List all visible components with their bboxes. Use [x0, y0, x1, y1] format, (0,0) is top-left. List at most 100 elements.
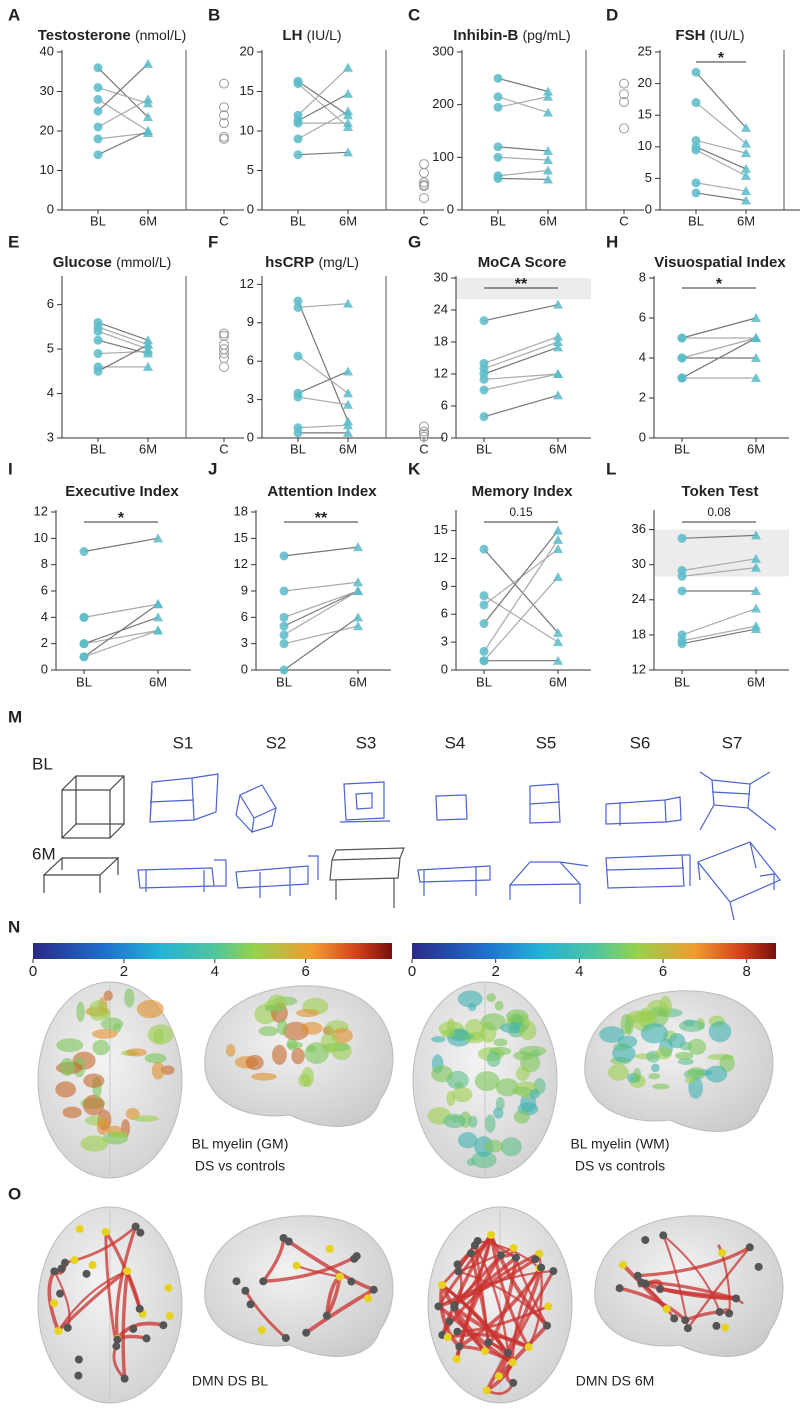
subject-label: S4 [445, 733, 466, 752]
pair-line [83, 537, 159, 553]
node [745, 1243, 754, 1252]
baseline-point [293, 302, 303, 312]
activation-blob [452, 1086, 473, 1103]
y-tick-label: 24 [434, 301, 448, 316]
activation-blob [500, 1137, 522, 1157]
control-point [219, 110, 229, 121]
baseline-point [691, 145, 701, 155]
followup-point [143, 94, 153, 104]
pair-line [283, 616, 359, 671]
y-tick-label: 0 [241, 661, 248, 676]
significance-label: * [718, 50, 725, 67]
baseline-point [279, 639, 289, 649]
connection [57, 1269, 128, 1332]
activation-blob [320, 1032, 339, 1054]
node [454, 1267, 463, 1276]
baseline-point [479, 544, 489, 554]
y-tick-label: 0 [247, 429, 254, 444]
control-point [219, 78, 229, 89]
followup-point [553, 534, 563, 544]
baseline-point [93, 349, 103, 359]
x-tick-label: BL [674, 441, 690, 456]
pair-line [483, 346, 559, 375]
pair-line [483, 341, 559, 370]
activation-blob [474, 1071, 500, 1092]
followup-point [343, 366, 353, 376]
y-tick-label: 6 [241, 609, 248, 624]
node [480, 1347, 489, 1356]
baseline-point [293, 134, 303, 144]
activation-blob [483, 1139, 504, 1153]
node [725, 1309, 734, 1318]
followup-point [153, 612, 163, 622]
title-text: Inhibin-B [453, 27, 518, 44]
connection [282, 1236, 375, 1292]
y-tick-label: 200 [432, 96, 454, 111]
baseline-point [79, 547, 89, 556]
y-tick-label: 15 [240, 83, 254, 98]
activation-blob [453, 1033, 475, 1040]
baseline-point [677, 571, 687, 581]
y-tick-label: 15 [638, 107, 652, 122]
subject-label: S3 [356, 733, 377, 752]
baseline-point [493, 142, 503, 152]
caption: DS vs controls [195, 1158, 285, 1174]
baseline-point [293, 351, 303, 361]
followup-point [553, 572, 563, 582]
y-tick-label: 9 [441, 578, 448, 593]
panel-letter: G [408, 232, 421, 251]
caption: DMN DS BL [192, 1373, 268, 1389]
caption: DS vs controls [575, 1158, 665, 1174]
y-tick-label: 0 [247, 201, 254, 216]
node [455, 1342, 464, 1351]
node [524, 1343, 533, 1352]
x-tick-label: BL [76, 674, 92, 689]
baseline-point [677, 333, 687, 343]
node [241, 1286, 250, 1295]
y-tick-label: 18 [234, 503, 248, 518]
node [732, 1294, 741, 1303]
control-point [419, 167, 429, 178]
title-unit: (IU/L) [710, 27, 745, 43]
activation-blob [513, 1051, 534, 1061]
activation-blob [446, 1090, 456, 1106]
y-tick-label: 8 [639, 269, 646, 284]
significance-label: * [716, 276, 723, 293]
node [619, 1260, 628, 1269]
pair-line [695, 182, 747, 192]
node [718, 1248, 727, 1257]
y-tick-label: 30 [40, 83, 54, 98]
pair-line [297, 303, 349, 309]
pair-line [283, 546, 359, 557]
pair-line [681, 625, 757, 642]
node [347, 1277, 356, 1286]
colorbar-tick-label: 2 [492, 963, 500, 980]
followup-point [153, 599, 163, 609]
pair-line [283, 581, 359, 592]
pair-line [297, 396, 349, 406]
activation-blob [687, 1038, 707, 1055]
panel-letter: I [8, 459, 13, 478]
activation-blob [91, 1029, 118, 1039]
control-point [219, 118, 229, 129]
baseline-point [493, 92, 503, 102]
activation-blob [258, 1026, 279, 1037]
node [54, 1326, 63, 1335]
connection [263, 1254, 358, 1283]
y-tick-label: 18 [632, 626, 646, 641]
connection [440, 1284, 514, 1364]
baseline-point [93, 150, 103, 160]
y-tick-label: 3 [47, 429, 54, 444]
baseline-point [479, 600, 489, 610]
control-point [219, 133, 229, 144]
control-point [219, 348, 229, 359]
followup-point [343, 88, 353, 98]
node [136, 1228, 145, 1237]
node [112, 1342, 121, 1351]
activation-blob [103, 990, 113, 1001]
x-tick-label: 6M [149, 674, 167, 689]
baseline-point [691, 178, 701, 188]
control-point [419, 181, 429, 192]
activation-blob [494, 1000, 504, 1011]
pair-line [681, 337, 757, 379]
